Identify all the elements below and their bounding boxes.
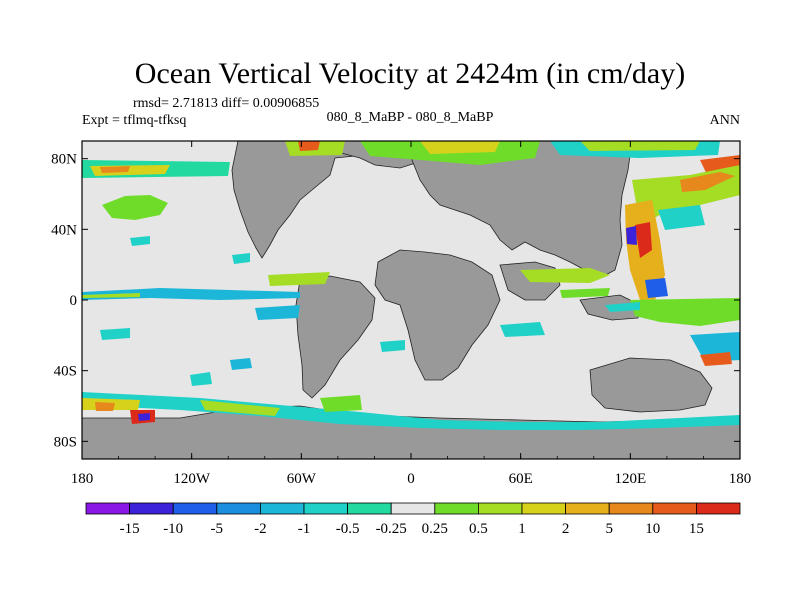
anomaly-nw-pacific-orange <box>680 172 735 192</box>
colorbar-swatch <box>652 502 697 515</box>
anomaly-south-pacific-speck-2 <box>230 358 252 370</box>
colorbar-label: -15 <box>120 521 140 537</box>
colorbar-label: 1 <box>518 521 526 537</box>
chart-title: Ocean Vertical Velocity at 2424m (in cm/… <box>135 57 685 90</box>
anomaly-south-indian <box>500 322 545 337</box>
x-tick-label: 60E <box>509 471 533 487</box>
colorbar: -15 -10 -5 -2 -1 -0.5 -0.25 0.25 0.5 1 2 5 10 15 <box>85 502 741 537</box>
anomaly-southern-ocean-blue <box>138 413 150 421</box>
y-tick-label: 40S <box>54 364 77 380</box>
anomaly-south-atlantic <box>320 395 362 412</box>
land-masses <box>82 141 740 459</box>
anomaly-south-pacific-speck <box>190 372 212 386</box>
anomaly-south-pacific-right-orange <box>700 352 732 366</box>
land-africa <box>374 249 501 381</box>
anomaly-southern-ocean-orange <box>95 402 115 411</box>
land-eurasia <box>411 141 633 279</box>
anomaly-atlantic-speck <box>380 340 405 352</box>
colorbar-label: 15 <box>689 521 704 537</box>
colorbar-swatch <box>696 502 741 515</box>
season-label: ANN <box>710 113 740 128</box>
y-tick-label: 0 <box>70 293 78 309</box>
anomaly-indonesia-green <box>630 298 740 326</box>
colorbar-swatch <box>172 502 218 515</box>
x-tick-label: 180 <box>71 471 94 487</box>
colorbar-label: -2 <box>254 521 267 537</box>
y-tick-label: 40N <box>51 222 77 238</box>
anomaly-southern-ocean-band <box>82 392 740 430</box>
colorbar-swatch <box>390 502 436 515</box>
experiment-label: Expt = tflmq-tfksq <box>82 113 186 128</box>
x-tick-label: 180 <box>729 471 752 487</box>
y-axis: 80N 40N 0 40S 80S <box>51 152 740 450</box>
colorbar-label: 0.25 <box>422 521 448 537</box>
colorbar-swatch <box>303 502 348 515</box>
case-label: 080_8_MaBP - 080_8_MaBP <box>327 110 494 125</box>
anomaly-north-pacific-cyan <box>130 236 150 246</box>
colorbar-label: -0.25 <box>376 521 407 537</box>
colorbar-swatch <box>434 502 479 515</box>
colorbar-label: -0.5 <box>336 521 360 537</box>
anomaly-japan-purple <box>626 226 637 245</box>
anomaly-north-pacific-green <box>102 195 168 220</box>
anomaly-japan-cyan <box>658 205 705 230</box>
x-tick-label: 120E <box>614 471 646 487</box>
land-australia <box>589 357 713 413</box>
land-north-america <box>231 141 366 259</box>
y-tick-label: 80S <box>54 434 77 450</box>
anomaly-japan-blue <box>645 278 668 298</box>
anomaly-japan-red <box>635 222 652 258</box>
colorbar-swatch <box>347 502 392 515</box>
x-axis: 180 120W 60W 0 60E 120E 180 <box>71 141 752 487</box>
colorbar-swatch <box>129 502 174 515</box>
anomaly-east-pacific <box>520 268 610 283</box>
anomaly-north-atlantic-orange <box>298 141 320 151</box>
colorbar-label: 0.5 <box>469 521 488 537</box>
anomaly-southern-ocean-green <box>200 400 280 416</box>
colorbar-swatch <box>259 502 305 515</box>
y-tick-label: 80N <box>51 152 77 168</box>
anomaly-equatorial-pacific <box>268 272 330 286</box>
x-tick-label: 60W <box>287 471 317 487</box>
colorbar-label: 2 <box>562 521 570 537</box>
colorbar-swatch <box>608 502 654 515</box>
anomaly-equatorial-band-2 <box>82 293 140 298</box>
anomaly-arctic-ocean-yellow <box>420 141 500 154</box>
anomaly-us-west-speck <box>232 253 250 264</box>
colorbar-swatch <box>565 502 610 515</box>
x-tick-label: 0 <box>407 471 415 487</box>
anomaly-east-pacific-green <box>560 288 610 298</box>
colorbar-label: -10 <box>163 521 183 537</box>
colorbar-swatch <box>477 502 523 515</box>
anomaly-indonesia-cyan <box>605 302 640 312</box>
anomaly-arctic-orange <box>100 166 130 173</box>
rmsd-label: rmsd= 2.71813 diff= 0.00906855 <box>133 96 319 111</box>
anomaly-equatorial-pacific-2 <box>255 305 300 320</box>
colorbar-swatch <box>216 502 261 515</box>
colorbar-label: 10 <box>645 521 660 537</box>
colorbar-swatch <box>521 502 566 515</box>
velocity-anomalies <box>82 141 740 430</box>
map-area <box>82 141 740 459</box>
anomaly-arctic-right-green <box>580 141 700 151</box>
colorbar-swatch <box>85 502 130 515</box>
x-tick-label: 120W <box>173 471 211 487</box>
colorbar-label: -1 <box>298 521 311 537</box>
land-south-america <box>295 275 376 399</box>
anomaly-mid-south-speck <box>100 328 130 340</box>
colorbar-label: 5 <box>605 521 613 537</box>
colorbar-label: -5 <box>211 521 224 537</box>
